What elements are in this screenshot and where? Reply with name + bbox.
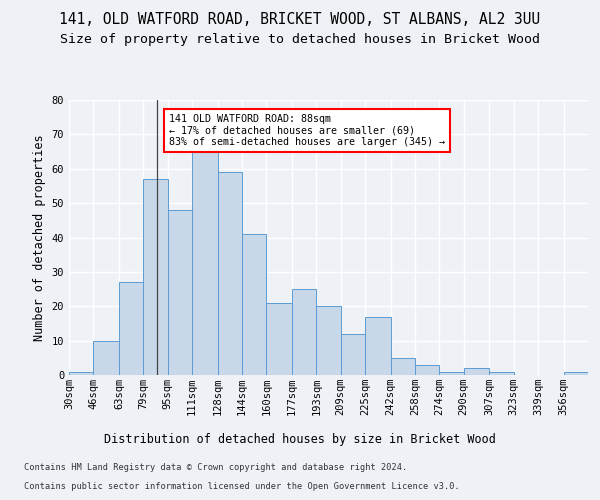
Bar — [292, 289, 316, 375]
Y-axis label: Number of detached properties: Number of detached properties — [33, 134, 46, 341]
Bar — [564, 372, 588, 375]
Bar — [490, 372, 514, 375]
Bar — [69, 372, 93, 375]
Bar — [316, 306, 341, 375]
Bar — [242, 234, 266, 375]
Bar — [143, 179, 167, 375]
Bar — [266, 303, 292, 375]
Bar — [365, 316, 391, 375]
Text: Contains public sector information licensed under the Open Government Licence v3: Contains public sector information licen… — [24, 482, 460, 491]
Text: 141 OLD WATFORD ROAD: 88sqm
← 17% of detached houses are smaller (69)
83% of sem: 141 OLD WATFORD ROAD: 88sqm ← 17% of det… — [169, 114, 445, 147]
Bar — [464, 368, 490, 375]
Text: Contains HM Land Registry data © Crown copyright and database right 2024.: Contains HM Land Registry data © Crown c… — [24, 464, 407, 472]
Text: Distribution of detached houses by size in Bricket Wood: Distribution of detached houses by size … — [104, 432, 496, 446]
Bar — [218, 172, 242, 375]
Bar — [167, 210, 192, 375]
Text: Size of property relative to detached houses in Bricket Wood: Size of property relative to detached ho… — [60, 32, 540, 46]
Bar — [119, 282, 143, 375]
Text: 141, OLD WATFORD ROAD, BRICKET WOOD, ST ALBANS, AL2 3UU: 141, OLD WATFORD ROAD, BRICKET WOOD, ST … — [59, 12, 541, 28]
Bar — [391, 358, 415, 375]
Bar — [439, 372, 464, 375]
Bar — [341, 334, 365, 375]
Bar — [415, 364, 439, 375]
Bar — [192, 152, 218, 375]
Bar — [93, 340, 119, 375]
